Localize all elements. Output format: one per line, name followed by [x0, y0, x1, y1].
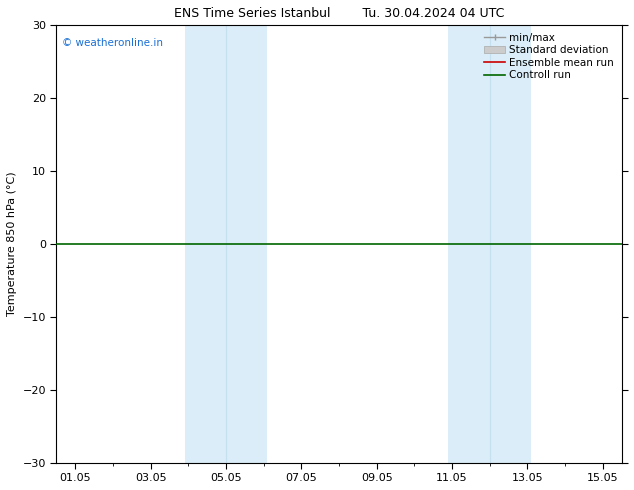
Legend: min/max, Standard deviation, Ensemble mean run, Controll run: min/max, Standard deviation, Ensemble me…: [482, 30, 616, 82]
Text: © weatheronline.in: © weatheronline.in: [62, 38, 163, 49]
Bar: [489, 25, 531, 463]
Bar: [226, 25, 268, 463]
Title: ENS Time Series Istanbul        Tu. 30.04.2024 04 UTC: ENS Time Series Istanbul Tu. 30.04.2024 …: [174, 7, 504, 20]
Y-axis label: Temperature 850 hPa (°C): Temperature 850 hPa (°C): [7, 172, 17, 316]
Bar: [184, 25, 226, 463]
Bar: [448, 25, 489, 463]
